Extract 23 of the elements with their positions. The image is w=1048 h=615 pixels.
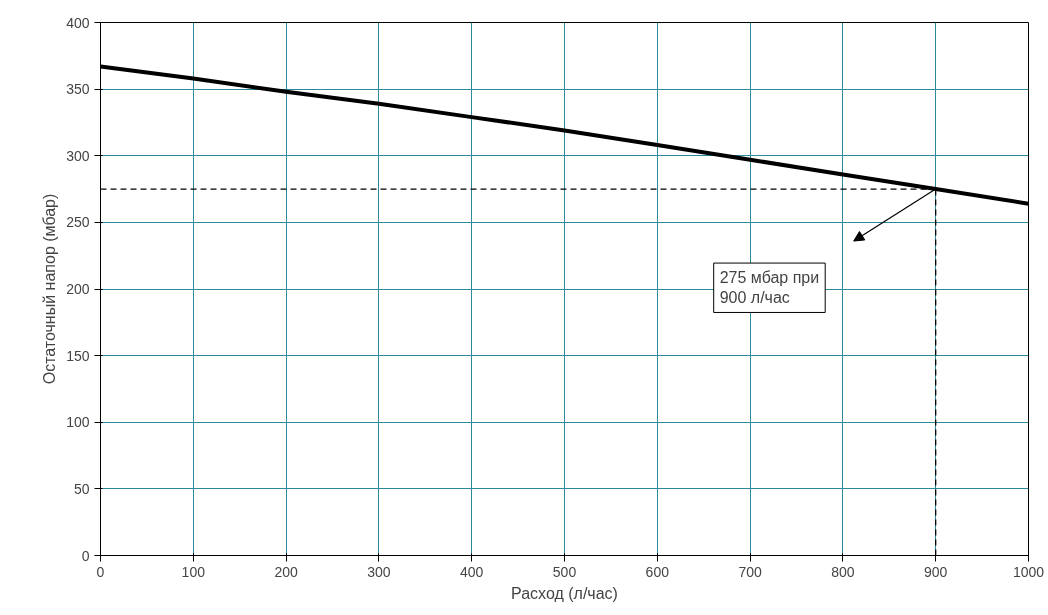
x-tick-label: 700 [738,563,762,580]
y-tick-label: 150 [66,347,90,364]
y-tick-label: 350 [66,81,90,98]
y-tick-label: 0 [81,547,90,564]
y-tick-label: 200 [66,281,90,297]
y-tick-label: 250 [66,214,90,231]
y-tick-label: 400 [66,14,90,31]
y-axis-title: Остаточный напор (мбар) [41,193,59,385]
x-tick-label: 600 [645,563,670,580]
x-tick-label: 300 [367,563,391,580]
x-tick-label: 100 [181,563,206,580]
x-tick-label: 0 [96,563,105,580]
y-tick-label: 300 [66,147,90,164]
x-tick-label: 500 [552,563,577,580]
y-tick-label: 50 [73,480,90,497]
x-tick-label: 800 [831,563,855,580]
y-tick-label: 100 [66,414,90,431]
x-tick-label: 1000 [1012,563,1045,580]
x-axis-title: Расход (л/час) [511,584,618,602]
x-tick-label: 900 [924,563,948,580]
x-tick-label: 200 [274,563,298,580]
annotation: 275 мбар при 900 л/час [719,269,820,307]
x-tick-label: 400 [460,563,484,580]
